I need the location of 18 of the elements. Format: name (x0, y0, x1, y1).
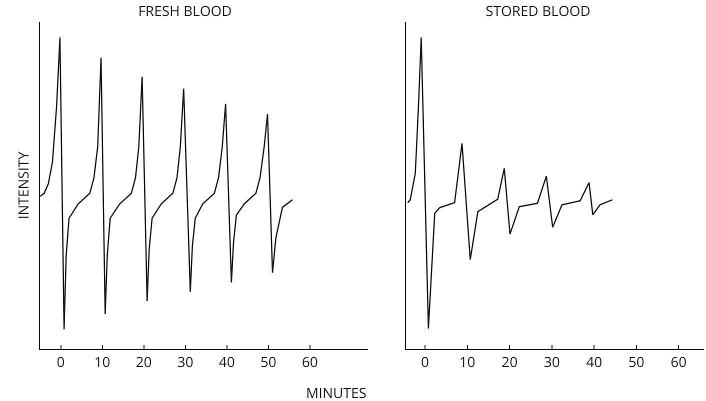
x-tick-label: 50 (628, 352, 644, 372)
x-tick-label: 10 (94, 352, 110, 372)
x-tick-label: 30 (177, 352, 194, 372)
x-tick-label: 60 (670, 352, 687, 372)
x-tick-label: 0 (421, 352, 430, 372)
chart-title: FRESH BLOOD (138, 2, 232, 21)
y-axis-title: INTENSITY (14, 152, 34, 220)
x-tick-label: 10 (459, 352, 476, 372)
x-axis-title: MINUTES (306, 384, 366, 401)
x-tick-label: 50 (260, 352, 276, 372)
x-tick-label: 20 (502, 352, 518, 372)
x-tick-label: 20 (136, 352, 152, 372)
x-tick-label: 40 (218, 352, 235, 372)
chart-title: STORED BLOOD (486, 2, 590, 21)
x-tick-label: 0 (56, 352, 65, 372)
x-tick-label: 40 (586, 352, 602, 372)
x-tick-label: 30 (544, 352, 560, 372)
x-tick-label: 60 (302, 352, 318, 372)
